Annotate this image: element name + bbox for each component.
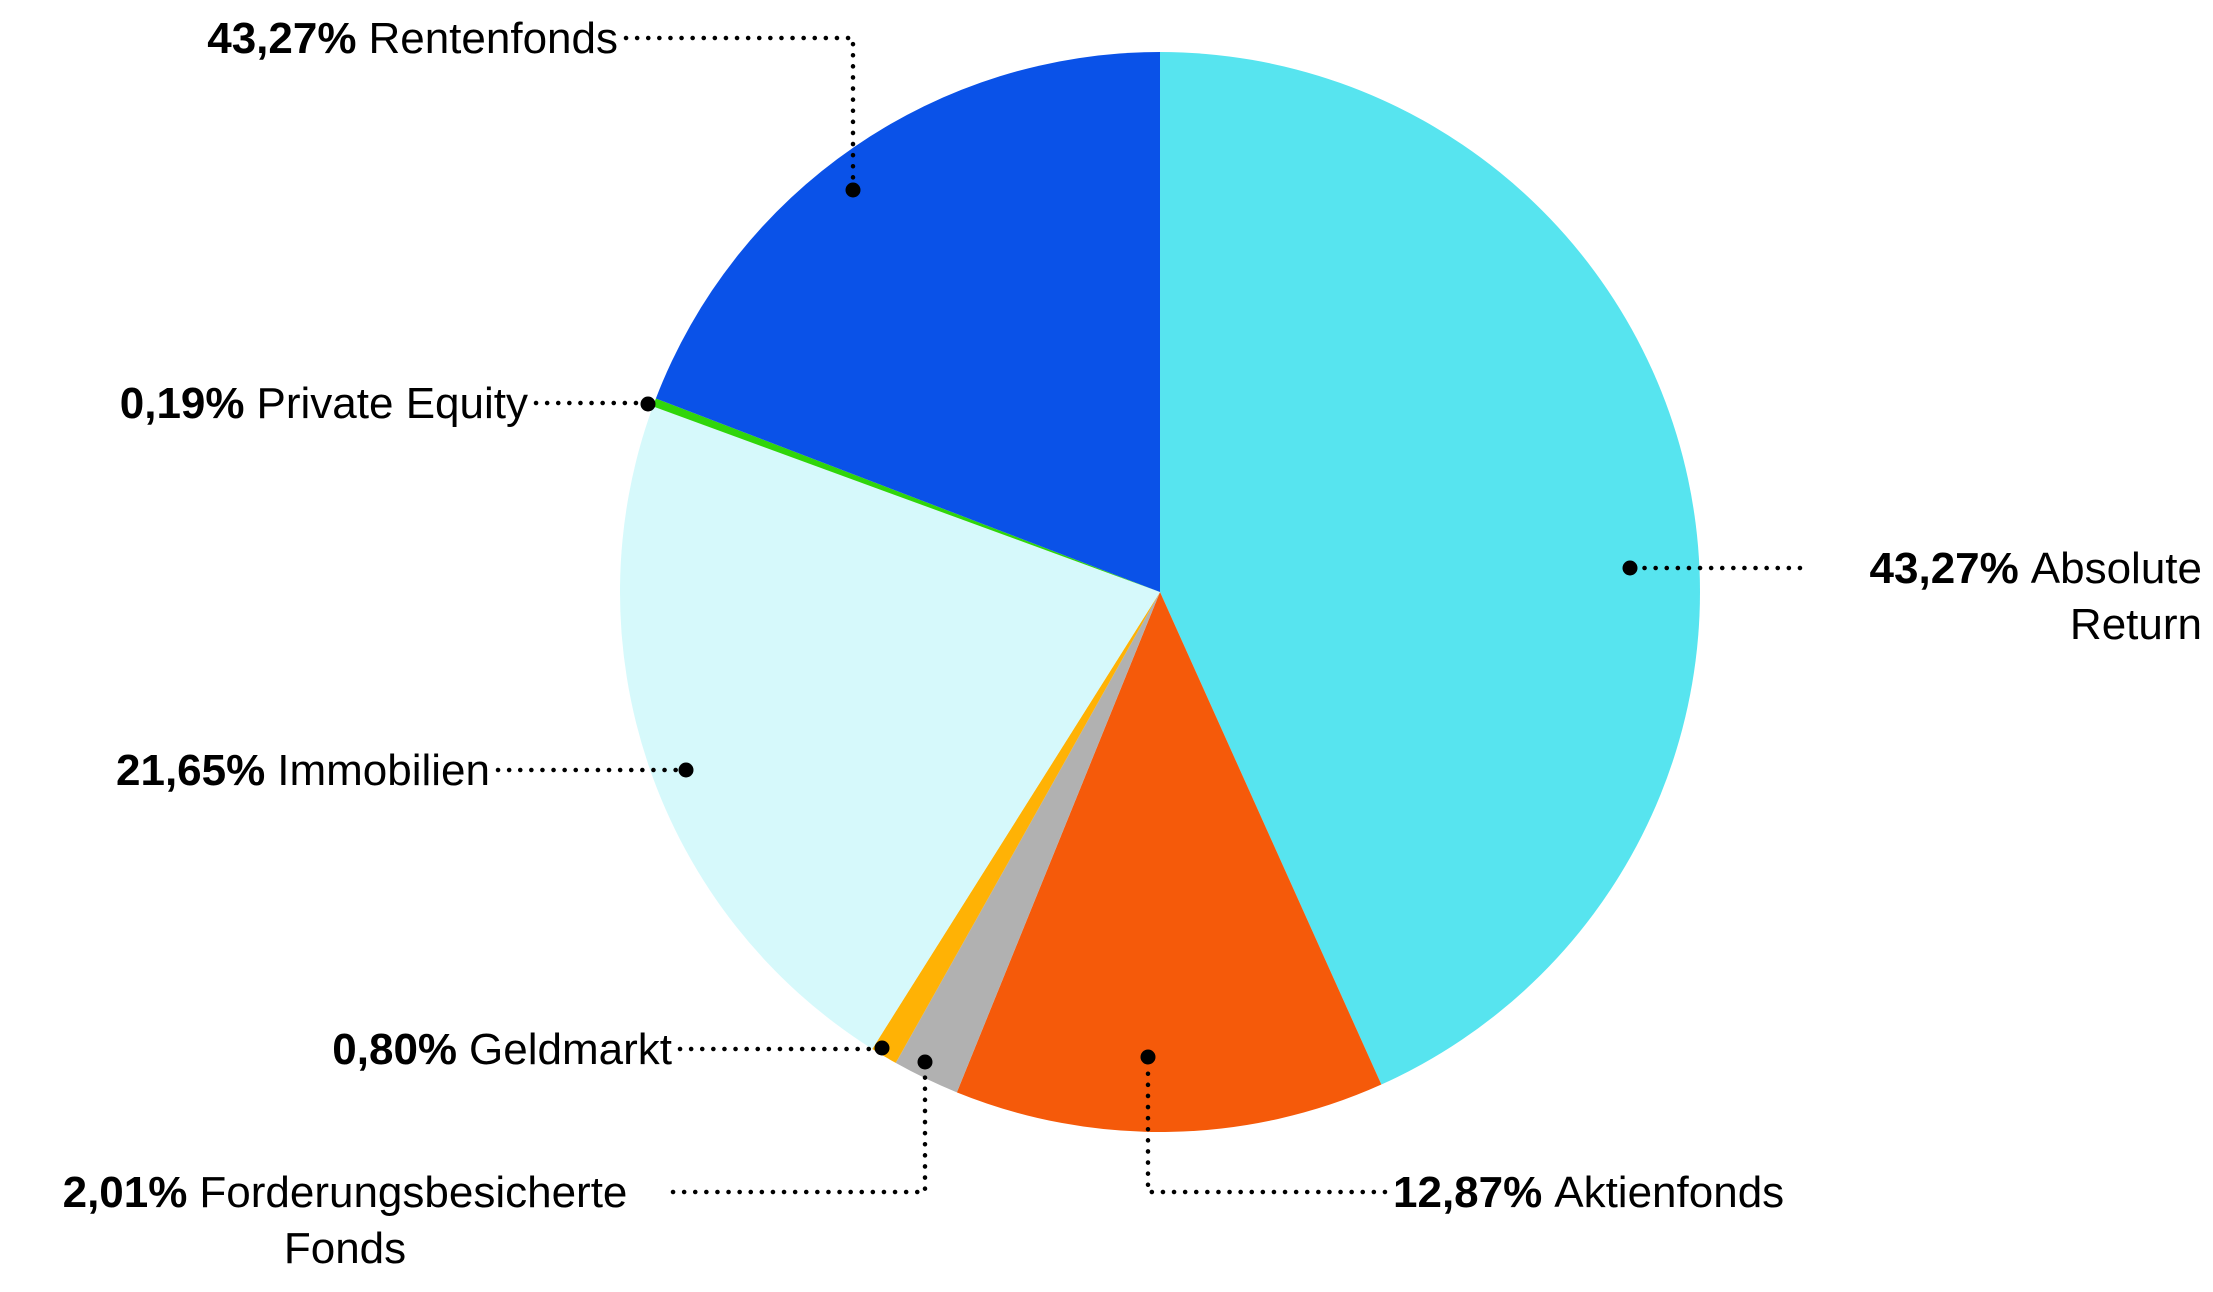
label-aktienfonds-name: Aktienfonds [1554, 1168, 1785, 1217]
pie-slice-immobilien [620, 406, 1160, 1049]
pie-slice-rentenfonds [655, 52, 1160, 592]
leader-dot-immobilien [678, 762, 694, 778]
label-forderungsbesicherte-fonds-pct: 2,01% [62, 1168, 188, 1217]
label-private-equity: 0,19% Private Equity [120, 376, 528, 432]
leader-line-aktienfonds [1145, 1064, 1388, 1195]
label-rentenfonds-pct: 43,27% [207, 14, 357, 63]
label-immobilien-pct: 21,65% [116, 746, 266, 795]
label-absolute-return-pct: 43,27% [1869, 544, 2019, 593]
label-immobilien: 21,65% Immobilien [116, 743, 490, 799]
label-forderungsbesicherte-fonds: 2,01% Forderungsbesicherte Fonds [25, 1165, 665, 1277]
leader-dot-absolute-return [1622, 560, 1638, 576]
label-rentenfonds-name: Rentenfonds [368, 14, 618, 63]
pie-slice-geldmarkt [872, 592, 1160, 1063]
label-geldmarkt: 0,80% Geldmarkt [332, 1022, 672, 1078]
leader-line-forderungsbesicherte-fonds [670, 1069, 928, 1195]
label-aktienfonds-pct: 12,87% [1393, 1168, 1543, 1217]
label-geldmarkt-pct: 0,80% [332, 1025, 458, 1074]
label-geldmarkt-name: Geldmarkt [469, 1025, 672, 1074]
label-rentenfonds: 43,27% Rentenfonds [207, 11, 618, 67]
label-absolute-return: 43,27% Absolute Return [1802, 541, 2202, 653]
pie-slice-absolute-return [1160, 52, 1700, 1085]
label-absolute-return-name: Absolute Return [2030, 544, 2202, 649]
label-forderungsbesicherte-fonds-name: Forderungsbesicherte Fonds [199, 1168, 628, 1273]
pie-slice-forderungsbesicherte-fonds [895, 592, 1160, 1093]
leader-dot-aktienfonds [1140, 1049, 1156, 1065]
pie-slice-private-equity [652, 398, 1160, 592]
pie-slice-aktienfonds [956, 592, 1382, 1133]
leader-dot-private-equity [640, 396, 656, 412]
label-immobilien-name: Immobilien [277, 746, 490, 795]
leader-line-rentenfonds [623, 35, 856, 185]
leader-dot-geldmarkt [874, 1040, 890, 1056]
label-private-equity-pct: 0,19% [119, 379, 245, 428]
leader-dot-rentenfonds [845, 182, 861, 198]
label-private-equity-name: Private Equity [256, 379, 528, 428]
label-aktienfonds: 12,87% Aktienfonds [1393, 1165, 1784, 1221]
leader-dot-forderungsbesicherte-fonds [917, 1054, 933, 1070]
